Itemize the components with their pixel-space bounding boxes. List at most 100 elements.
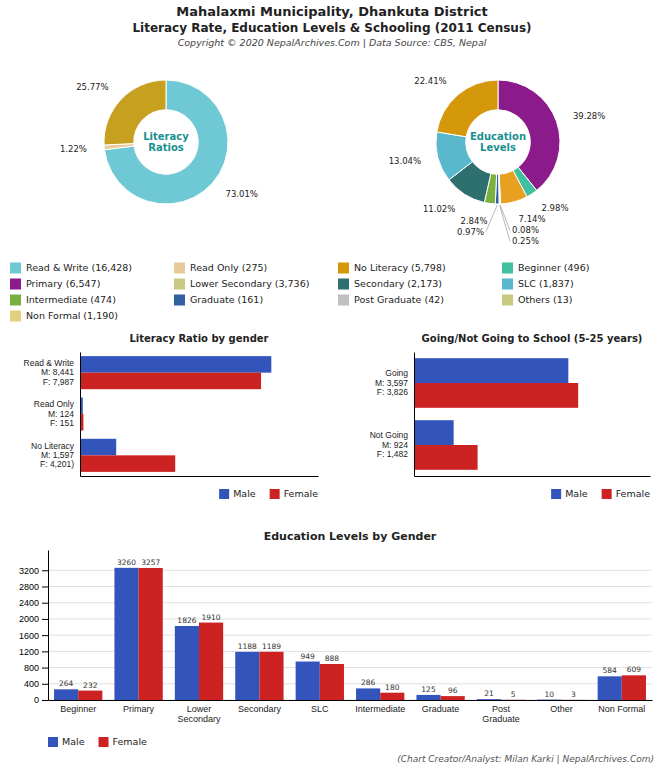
text-line: Lower bbox=[187, 704, 212, 714]
legend-label: Intermediate (474) bbox=[26, 294, 116, 305]
text-line: Secondary bbox=[177, 714, 221, 724]
tick-label: Secondary bbox=[238, 704, 282, 714]
x-axis bbox=[415, 476, 651, 477]
leader-line bbox=[500, 205, 510, 230]
legend-swatch bbox=[10, 311, 21, 322]
data-label: 1.22% bbox=[60, 144, 87, 154]
data-label: 1189 bbox=[262, 642, 281, 651]
annotation: Copyright © 2020 NepalArchives.Com | Dat… bbox=[178, 37, 487, 48]
plot-area bbox=[80, 356, 271, 472]
tick-label: Read & WriteM: 8,441F: 7,987 bbox=[24, 358, 75, 387]
data-label: 3257 bbox=[141, 558, 160, 567]
tick: 1600 bbox=[19, 631, 48, 641]
tick-label: Primary bbox=[123, 704, 154, 714]
axis-line bbox=[48, 551, 49, 701]
bar bbox=[78, 691, 102, 700]
pie-slice bbox=[436, 132, 472, 180]
tick-label: 1600 bbox=[19, 631, 39, 641]
tick: Other bbox=[550, 704, 573, 714]
bar bbox=[414, 420, 454, 445]
bar bbox=[114, 568, 138, 700]
legend-swatch bbox=[174, 263, 185, 274]
legend-swatch bbox=[338, 295, 349, 306]
pie: EducationLevels39.28%2.98%7.14%0.08%0.25… bbox=[389, 76, 606, 246]
tick: No LiteracyM: 1,597F: 4,201) bbox=[31, 441, 75, 470]
legend-swatch bbox=[10, 263, 21, 274]
chart-subtitle: Literacy Rate, Education Levels & School… bbox=[132, 21, 531, 35]
legend-swatch bbox=[502, 263, 513, 274]
bar bbox=[54, 689, 78, 700]
legend-label: SLC (1,837) bbox=[518, 278, 574, 289]
data-label: 3 bbox=[571, 690, 576, 699]
axis-line bbox=[49, 700, 653, 701]
x-axis: BeginnerPrimaryLowerSecondarySecondarySL… bbox=[49, 701, 653, 725]
legend-label: Secondary (2,173) bbox=[354, 278, 442, 289]
text-line: Education bbox=[470, 131, 526, 142]
tick: LowerSecondary bbox=[177, 704, 221, 724]
plot-area bbox=[414, 358, 578, 470]
data-label: 232 bbox=[83, 681, 98, 690]
data-label: 25.77% bbox=[76, 82, 108, 92]
tick-label: 1200 bbox=[19, 647, 39, 657]
tick: 2400 bbox=[19, 598, 48, 608]
legend-swatch bbox=[10, 279, 21, 290]
tick-label: 2800 bbox=[19, 582, 39, 592]
data-label: 125 bbox=[421, 685, 436, 694]
bar bbox=[380, 693, 404, 700]
legend-swatch bbox=[338, 263, 349, 274]
legend-swatch bbox=[338, 279, 349, 290]
legend-label: Beginner (496) bbox=[518, 262, 589, 273]
bar bbox=[199, 623, 223, 700]
tick: Non Formal bbox=[598, 704, 645, 714]
data-label: 888 bbox=[325, 654, 340, 663]
x-axis bbox=[81, 476, 319, 477]
bar bbox=[80, 373, 261, 390]
text-line: F: 7,987 bbox=[43, 377, 74, 387]
tick: 1200 bbox=[19, 647, 48, 657]
tick: Secondary bbox=[238, 704, 282, 714]
legend-swatch bbox=[502, 279, 513, 290]
bar bbox=[414, 445, 478, 470]
tick-mark bbox=[42, 570, 48, 571]
legend-swatch bbox=[10, 295, 21, 306]
legend-swatch bbox=[602, 489, 612, 499]
center-label: LiteracyRatios bbox=[143, 131, 189, 153]
data-label: 286 bbox=[361, 678, 376, 687]
legend: Read & Write (16,428)Read Only (275)No L… bbox=[10, 262, 589, 321]
bar bbox=[139, 568, 163, 700]
tick: Graduate bbox=[422, 704, 460, 714]
data-label: 1910 bbox=[202, 613, 221, 622]
legend-swatch bbox=[551, 489, 561, 499]
data-label: 949 bbox=[301, 652, 316, 661]
text-line: Levels bbox=[480, 142, 516, 153]
legend: MaleFemale bbox=[551, 488, 650, 499]
bar bbox=[416, 695, 440, 700]
tick: Primary bbox=[123, 704, 154, 714]
tick: 2000 bbox=[19, 614, 48, 624]
tick: Read & WriteM: 8,441F: 7,987 bbox=[24, 358, 75, 387]
pie-slice bbox=[104, 80, 228, 204]
legend: MaleFemale bbox=[48, 736, 147, 747]
legend-label: Graduate (161) bbox=[190, 294, 263, 305]
data-labels: 2643260182611889492861252110584232325719… bbox=[59, 558, 641, 699]
tick: GoingM: 3,597F: 3,826 bbox=[375, 368, 408, 397]
tick: 0 bbox=[34, 695, 48, 705]
bar bbox=[561, 699, 585, 700]
bar bbox=[175, 626, 199, 700]
tick-label: 2000 bbox=[19, 614, 39, 624]
tick-label: 0 bbox=[34, 695, 39, 705]
bar bbox=[414, 358, 568, 383]
data-label: 11.02% bbox=[423, 204, 455, 214]
tick-mark bbox=[42, 668, 48, 669]
tick-mark bbox=[42, 586, 48, 587]
tick-mark bbox=[42, 619, 48, 620]
tick-label: Graduate bbox=[422, 704, 460, 714]
data-label: 13.04% bbox=[389, 156, 421, 166]
data-label: 0.08% bbox=[512, 225, 539, 235]
tick: 3200 bbox=[19, 566, 48, 576]
y-axis: Read & WriteM: 8,441F: 7,987Read OnlyM: … bbox=[24, 353, 81, 477]
pie-slice bbox=[499, 170, 527, 203]
legend-label: Female bbox=[616, 488, 651, 499]
chart-title: Mahalaxmi Municipality, Dhankuta Distric… bbox=[176, 4, 488, 19]
tick-label: Other bbox=[550, 704, 573, 714]
